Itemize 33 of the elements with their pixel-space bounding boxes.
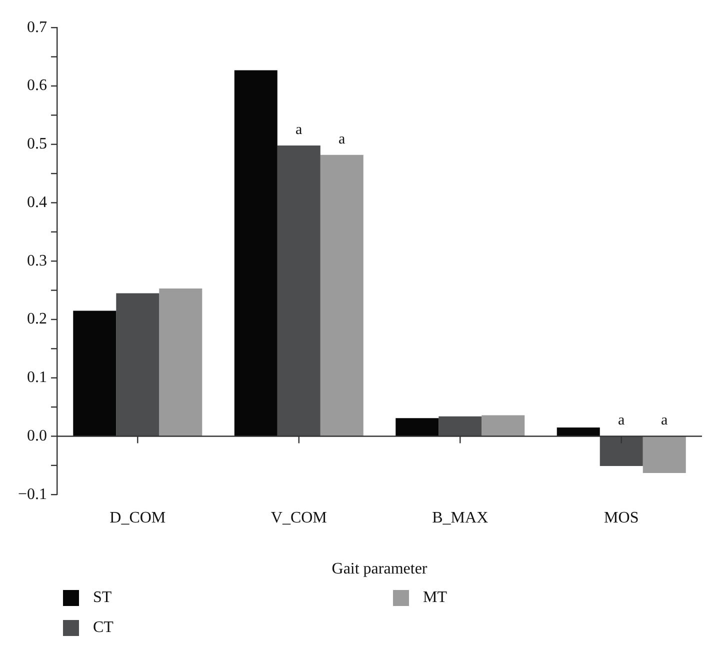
y-tick-label: 0.1 — [27, 369, 48, 386]
y-tick-label: 0.2 — [27, 310, 48, 328]
x-tick-label: MOS — [604, 509, 639, 526]
bar — [73, 310, 116, 436]
bar — [277, 146, 320, 436]
bar — [438, 416, 482, 436]
y-tick-label: 0.5 — [27, 136, 48, 153]
data-label: a — [338, 131, 346, 148]
bar — [600, 436, 643, 466]
x-tick-label: B_MAX — [432, 509, 489, 526]
y-tick-label: 0.4 — [27, 194, 48, 211]
bar — [482, 415, 525, 436]
data-label: a — [618, 412, 626, 429]
bar — [234, 70, 278, 436]
bar — [159, 288, 202, 436]
y-tick-label: 0.3 — [27, 252, 48, 270]
x-tick-label: V_COM — [270, 509, 327, 526]
legend-label: CT — [93, 619, 114, 637]
data-label: a — [296, 122, 303, 138]
data-label: a — [661, 412, 668, 429]
legend-label: ST — [93, 589, 112, 607]
y-tick-label: 0.7 — [27, 18, 48, 36]
bar — [116, 293, 160, 436]
x-axis-title: Gait parameter — [332, 560, 428, 578]
x-tick-label: D_COM — [110, 509, 166, 526]
bar — [320, 154, 364, 436]
y-tick-label: 0.0 — [27, 427, 48, 444]
y-tick-label: −0.1 — [18, 486, 48, 503]
legend-label: MT — [423, 589, 447, 607]
bar — [642, 436, 686, 473]
y-tick-label: 0.6 — [27, 77, 48, 94]
bar — [556, 427, 600, 436]
bar — [396, 418, 439, 436]
